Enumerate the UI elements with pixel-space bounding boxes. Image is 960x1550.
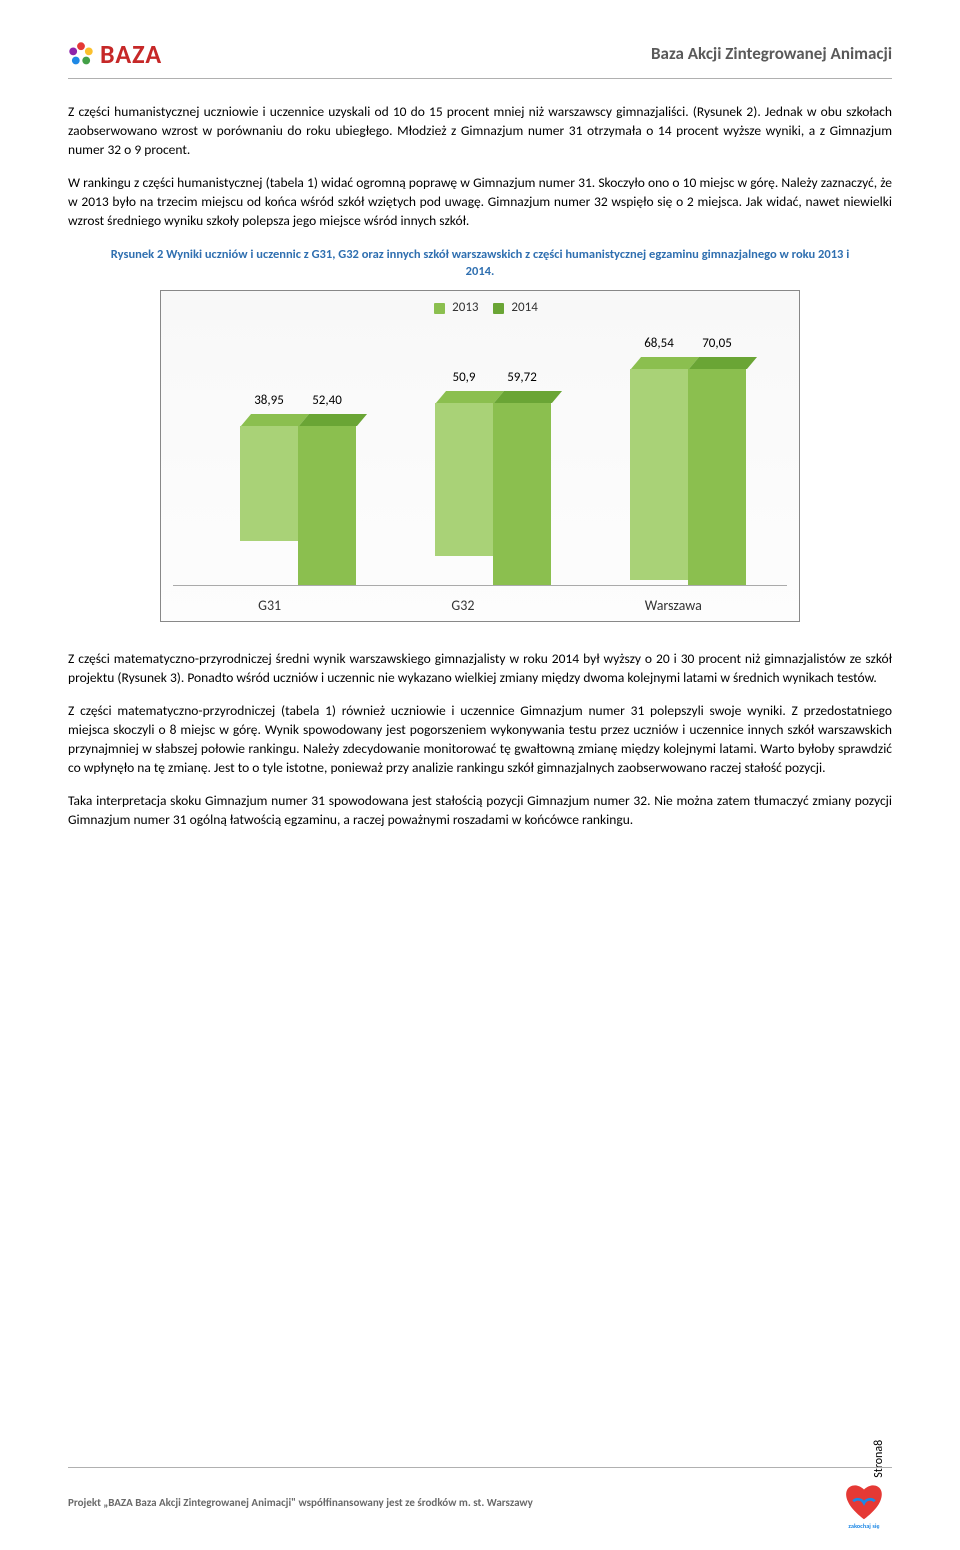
- bar: 59,72: [493, 391, 551, 585]
- bar-group: 68,5470,05: [618, 357, 758, 585]
- bar-group: 50,959,72: [423, 391, 563, 585]
- figure-caption: Rysunek 2 Wyniki uczniów i uczennic z G3…: [108, 247, 852, 281]
- legend-label-2014: 2014: [511, 300, 537, 315]
- bar: 50,9: [435, 391, 493, 556]
- bar-value-label: 52,40: [298, 392, 356, 410]
- bar-value-label: 68,54: [630, 335, 688, 353]
- x-label: Warszawa: [645, 596, 702, 616]
- bar-value-label: 38,95: [240, 392, 298, 410]
- bar-value-label: 50,9: [435, 369, 493, 387]
- chart-x-axis: G31 G32 Warszawa: [173, 596, 787, 616]
- logo: BAZA: [68, 36, 162, 72]
- paragraph-5: Taka interpretacja skoku Gimnazjum numer…: [68, 792, 892, 830]
- chart-plot-area: 38,9552,40 50,959,72 68,5470,05: [173, 326, 787, 586]
- legend-swatch-2013: [434, 303, 445, 314]
- bar: 68,54: [630, 357, 688, 580]
- logo-text: BAZA: [100, 36, 162, 72]
- bar: 38,95: [240, 414, 298, 541]
- footer-text: Projekt „BAZA Baza Akcji Zintegrowanej A…: [68, 1495, 533, 1510]
- paragraph-4: Z części matematyczno-przyrodniczej (tab…: [68, 702, 892, 778]
- page-footer: Projekt „BAZA Baza Akcji Zintegrowanej A…: [68, 1467, 892, 1530]
- bar: 70,05: [688, 357, 746, 585]
- header-title: Baza Akcji Zintegrowanej Animacji: [651, 42, 892, 66]
- x-label: G31: [258, 596, 281, 616]
- bar-group: 38,9552,40: [228, 414, 368, 584]
- page-header: BAZA Baza Akcji Zintegrowanej Animacji: [68, 36, 892, 79]
- bar-value-label: 59,72: [493, 369, 551, 387]
- chart-legend: 2013 2014: [173, 299, 787, 317]
- paragraph-2: W rankingu z części humanistycznej (tabe…: [68, 174, 892, 231]
- bar: 52,40: [298, 414, 356, 584]
- legend-label-2013: 2013: [452, 300, 478, 315]
- paragraph-1: Z części humanistycznej uczniowie i ucze…: [68, 103, 892, 160]
- bar-chart: 2013 2014 38,9552,4050,959,7268,5470,05 …: [160, 290, 800, 622]
- legend-swatch-2014: [493, 303, 504, 314]
- paragraph-3: Z części matematyczno-przyrodniczej śred…: [68, 650, 892, 688]
- warsaw-heart-icon: zakochaj się: [836, 1476, 892, 1530]
- svg-text:zakochaj się: zakochaj się: [848, 1522, 879, 1530]
- bar-value-label: 70,05: [688, 335, 746, 353]
- x-label: G32: [451, 596, 474, 616]
- baza-color-icon: [68, 41, 94, 67]
